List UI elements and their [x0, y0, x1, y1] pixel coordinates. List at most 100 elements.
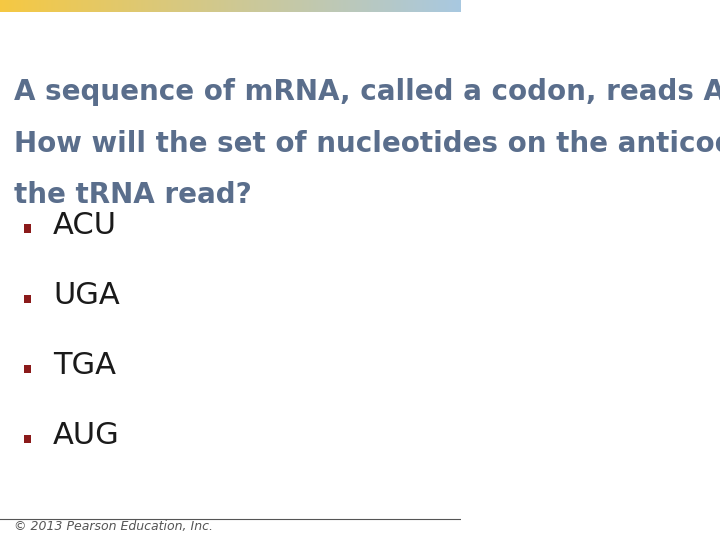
Bar	[279, 0, 282, 12]
Bar	[362, 0, 364, 12]
Bar	[253, 0, 256, 12]
Bar	[85, 0, 88, 12]
Bar	[258, 0, 261, 12]
Bar	[108, 0, 111, 12]
Bar	[328, 0, 330, 12]
Bar	[378, 0, 380, 12]
Text: the tRNA read?: the tRNA read?	[14, 181, 251, 209]
Bar	[311, 0, 313, 12]
Bar	[431, 0, 433, 12]
Bar	[417, 0, 420, 12]
Bar	[189, 0, 192, 12]
Bar	[16, 0, 19, 12]
Bar	[447, 0, 449, 12]
Bar	[127, 0, 129, 12]
Bar	[307, 0, 309, 12]
Bar	[247, 0, 249, 12]
Bar	[330, 0, 332, 12]
Bar	[24, 365, 31, 373]
Bar	[46, 0, 48, 12]
Bar	[83, 0, 85, 12]
Bar	[309, 0, 311, 12]
Bar	[50, 0, 53, 12]
Bar	[90, 0, 92, 12]
Bar	[129, 0, 131, 12]
Bar	[143, 0, 145, 12]
Bar	[420, 0, 422, 12]
Bar	[366, 0, 369, 12]
Bar	[71, 0, 73, 12]
Bar	[131, 0, 134, 12]
Bar	[14, 0, 16, 12]
Bar	[122, 0, 125, 12]
Bar	[215, 0, 217, 12]
Bar	[371, 0, 374, 12]
Bar	[445, 0, 447, 12]
Bar	[392, 0, 394, 12]
Bar	[226, 0, 228, 12]
Bar	[261, 0, 263, 12]
Bar	[198, 0, 201, 12]
Bar	[449, 0, 451, 12]
Bar	[178, 0, 180, 12]
Bar	[288, 0, 290, 12]
Bar	[305, 0, 307, 12]
Bar	[244, 0, 247, 12]
Bar	[201, 0, 203, 12]
Bar	[102, 0, 104, 12]
Bar	[24, 295, 31, 303]
Bar	[138, 0, 140, 12]
Bar	[376, 0, 378, 12]
Bar	[249, 0, 251, 12]
Bar	[212, 0, 215, 12]
Text: AUG: AUG	[53, 421, 120, 450]
Bar	[318, 0, 320, 12]
Text: TGA: TGA	[53, 351, 116, 380]
Bar	[219, 0, 221, 12]
Bar	[221, 0, 224, 12]
Bar	[454, 0, 456, 12]
Bar	[88, 0, 90, 12]
Bar	[42, 0, 44, 12]
Text: © 2013 Pearson Education, Inc.: © 2013 Pearson Education, Inc.	[14, 520, 213, 533]
Bar	[0, 0, 2, 12]
Bar	[408, 0, 410, 12]
Bar	[323, 0, 325, 12]
Bar	[217, 0, 219, 12]
Bar	[353, 0, 355, 12]
Bar	[433, 0, 436, 12]
Bar	[159, 0, 161, 12]
Bar	[205, 0, 207, 12]
Bar	[397, 0, 399, 12]
Bar	[374, 0, 376, 12]
Bar	[32, 0, 35, 12]
Bar	[192, 0, 194, 12]
Bar	[272, 0, 274, 12]
Bar	[48, 0, 50, 12]
Bar	[194, 0, 196, 12]
Bar	[24, 225, 31, 233]
Bar	[152, 0, 154, 12]
Bar	[263, 0, 265, 12]
Bar	[290, 0, 293, 12]
Bar	[224, 0, 226, 12]
Bar	[76, 0, 78, 12]
Bar	[399, 0, 401, 12]
Bar	[387, 0, 390, 12]
Bar	[203, 0, 205, 12]
Bar	[459, 0, 461, 12]
Bar	[23, 0, 25, 12]
Bar	[320, 0, 323, 12]
Bar	[106, 0, 108, 12]
Bar	[270, 0, 272, 12]
Bar	[357, 0, 359, 12]
Bar	[58, 0, 60, 12]
Bar	[81, 0, 83, 12]
Bar	[182, 0, 184, 12]
Bar	[297, 0, 300, 12]
Bar	[117, 0, 120, 12]
Bar	[136, 0, 138, 12]
Bar	[25, 0, 27, 12]
Bar	[115, 0, 117, 12]
Bar	[94, 0, 96, 12]
